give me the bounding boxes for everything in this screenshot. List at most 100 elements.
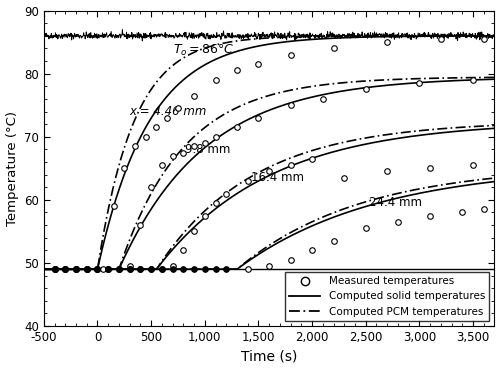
Point (126, 266, 134, 272)
Point (174, 106, 182, 111)
Point (83, 266, 91, 272)
Point (190, 143, 198, 149)
Point (286, 52, 294, 58)
Point (50, 266, 58, 272)
Point (190, 93, 198, 99)
Point (416, 80, 424, 86)
Point (120, 165, 128, 171)
Point (244, 178, 252, 184)
Point (201, 140, 209, 146)
Point (201, 266, 209, 272)
Point (233, 124, 241, 130)
Point (180, 149, 188, 155)
Point (72, 266, 80, 272)
Point (286, 162, 294, 168)
Point (115, 266, 123, 272)
Point (362, 225, 370, 231)
Point (426, 213, 434, 218)
Point (147, 266, 155, 272)
Point (394, 219, 402, 225)
Point (168, 263, 176, 269)
Point (104, 266, 112, 272)
Text: 9.8 mm: 9.8 mm (186, 142, 231, 155)
Point (83, 266, 91, 272)
Text: 16.4 mm: 16.4 mm (251, 171, 304, 184)
Point (265, 263, 273, 269)
Text: 24.4 mm: 24.4 mm (369, 196, 422, 209)
Point (180, 266, 188, 272)
Point (469, 162, 477, 168)
Point (319, 96, 327, 102)
Point (308, 156, 316, 162)
Point (286, 102, 294, 108)
Point (201, 213, 209, 218)
Point (458, 210, 466, 215)
Point (233, 68, 241, 73)
Point (362, 86, 370, 92)
Point (136, 266, 144, 272)
Point (437, 36, 445, 42)
Point (163, 115, 171, 121)
Point (180, 247, 188, 253)
Point (152, 124, 160, 130)
Point (286, 257, 294, 263)
Point (131, 143, 139, 149)
Point (62, 266, 70, 272)
Point (168, 266, 176, 272)
Point (104, 266, 112, 272)
Point (212, 77, 220, 83)
Point (83, 266, 91, 272)
Point (383, 39, 391, 45)
Point (212, 200, 220, 206)
Point (62, 266, 70, 272)
Point (222, 266, 230, 272)
Point (62, 266, 70, 272)
Point (72, 266, 80, 272)
Point (308, 247, 316, 253)
Point (190, 228, 198, 234)
Point (340, 175, 348, 181)
Point (265, 169, 273, 175)
Point (136, 222, 144, 228)
Point (480, 36, 488, 42)
Point (110, 203, 118, 209)
Point (158, 162, 166, 168)
Point (330, 238, 338, 244)
Point (94, 266, 102, 272)
Point (158, 266, 166, 272)
Point (72, 266, 80, 272)
Point (147, 184, 155, 190)
Point (99, 266, 107, 272)
Point (158, 266, 166, 272)
Point (126, 263, 134, 269)
Point (222, 190, 230, 196)
Point (254, 61, 262, 67)
Point (383, 169, 391, 175)
Point (126, 266, 134, 272)
Point (244, 266, 252, 272)
Point (212, 266, 220, 272)
Point (469, 77, 477, 83)
Point (115, 266, 123, 272)
Y-axis label: Temperature (°C): Temperature (°C) (6, 111, 18, 226)
Point (212, 134, 220, 140)
Legend: Measured temperatures, Computed solid temperatures, Computed PCM temperatures: Measured temperatures, Computed solid te… (285, 272, 489, 321)
Point (136, 266, 144, 272)
Text: x = 4.46 mm: x = 4.46 mm (130, 105, 207, 118)
X-axis label: Time (s): Time (s) (241, 349, 298, 363)
Point (330, 45, 338, 51)
Point (190, 266, 198, 272)
Point (62, 266, 70, 272)
Point (426, 165, 434, 171)
Point (94, 266, 102, 272)
Point (83, 266, 91, 272)
Point (168, 153, 176, 159)
Point (142, 134, 150, 140)
Text: $T_o = 86°C$: $T_o = 86°C$ (172, 42, 234, 58)
Point (147, 266, 155, 272)
Point (480, 206, 488, 212)
Point (50, 266, 58, 272)
Point (104, 266, 112, 272)
Point (94, 266, 102, 272)
Point (50, 266, 58, 272)
